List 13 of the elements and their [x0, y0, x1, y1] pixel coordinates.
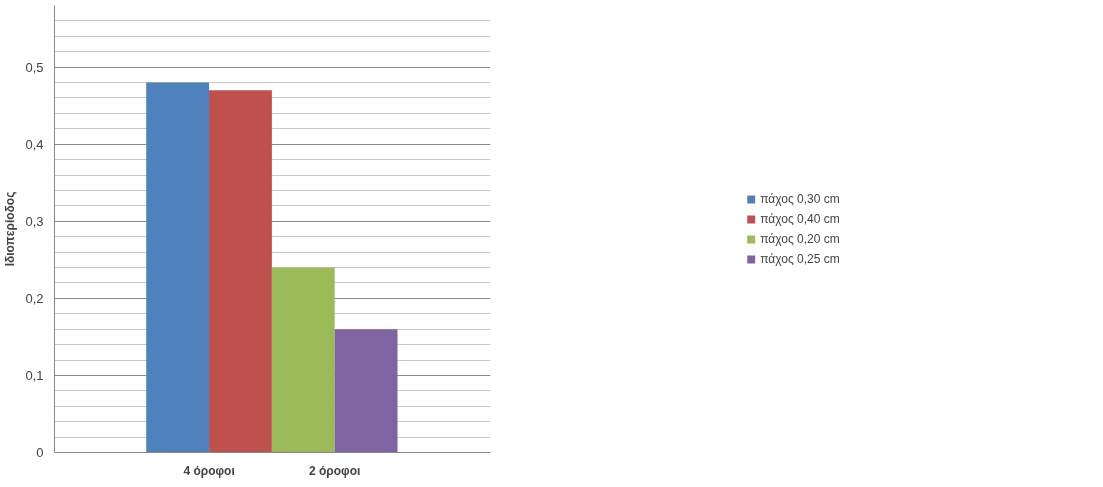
legend-label: πάχος 0,40 cm: [760, 211, 840, 226]
y-tick-label: 0,1: [25, 367, 44, 383]
x-tick-label: 4 όροφοι: [183, 463, 235, 478]
y-tick-label: 0: [36, 445, 44, 460]
y-tick-label: 0,3: [25, 213, 44, 229]
legend-label: πάχος 0,30 cm: [760, 191, 840, 206]
y-tick-label: 0,5: [25, 59, 44, 75]
y-tick-label: 0,2: [25, 290, 44, 306]
x-tick-label: 2 όροφοι: [309, 463, 361, 478]
y-tick-label: 0,4: [25, 136, 44, 152]
legend-label: πάχος 0,25 cm: [760, 251, 840, 266]
legend-label: πάχος 0,20 cm: [760, 231, 840, 246]
y-axis-title: Ιδιοπερίοδος: [3, 191, 18, 267]
